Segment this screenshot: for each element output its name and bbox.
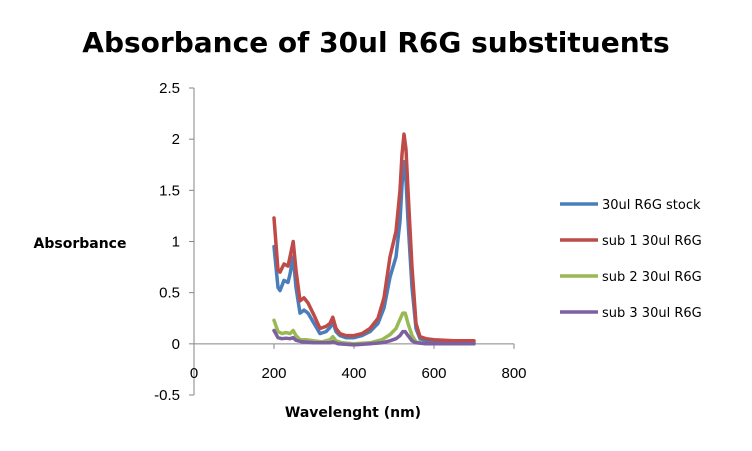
y-tick-label: 1 <box>172 234 180 251</box>
series-line-2 <box>272 132 476 343</box>
y-tick-label: -0.5 <box>154 387 180 404</box>
x-tick-label: 200 <box>261 365 286 382</box>
y-tick-label: 0 <box>172 336 180 353</box>
y-axis: 2.5 2 1.5 1 0.5 0 -0.5 <box>154 80 195 404</box>
x-tick-label: 600 <box>421 365 446 382</box>
series-line-1 <box>272 159 476 345</box>
y-tick-label: 1.5 <box>159 182 180 199</box>
x-axis-label: Wavelenght (nm) <box>285 405 421 421</box>
y-axis-label: Absorbance <box>34 236 127 252</box>
x-tick-label: 400 <box>341 365 366 382</box>
x-tick-label: 800 <box>501 365 526 382</box>
legend-label: sub 3 30ul R6G <box>602 306 702 321</box>
series-line-3 <box>272 311 476 346</box>
chart-title: Absorbance of 30ul R6G substituents <box>82 26 669 59</box>
y-tick-label: 2 <box>172 131 180 148</box>
legend-label: sub 2 30ul R6G <box>602 270 702 285</box>
y-tick-label: 2.5 <box>159 80 180 97</box>
legend-label: sub 1 30ul R6G <box>602 234 702 249</box>
x-tick-label: 0 <box>190 365 198 382</box>
y-tick-label: 0.5 <box>159 285 180 302</box>
x-axis: 0 200 400 600 800 <box>190 343 527 382</box>
plot-area <box>272 132 476 347</box>
legend-label: 30ul R6G stock <box>602 198 701 213</box>
legend: 30ul R6G stock sub 1 30ul R6G sub 2 30ul R… <box>560 198 702 321</box>
series-line-4 <box>272 328 476 347</box>
